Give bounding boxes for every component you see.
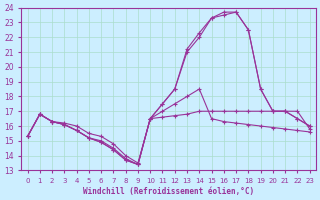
X-axis label: Windchill (Refroidissement éolien,°C): Windchill (Refroidissement éolien,°C) [83,187,254,196]
